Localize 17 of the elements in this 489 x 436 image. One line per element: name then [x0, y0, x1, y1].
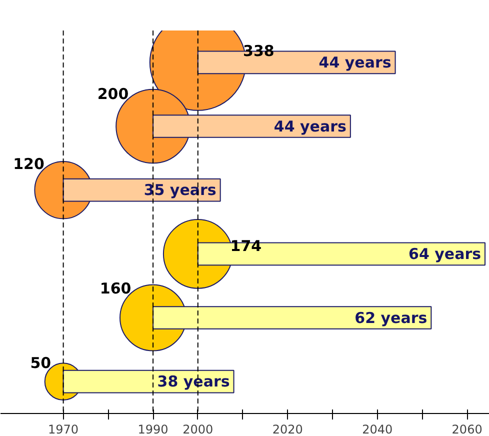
data-label: 62 years	[354, 308, 428, 327]
data-label: 64 years	[408, 244, 482, 263]
x-tick-label: 2000	[182, 422, 214, 436]
x-tick-label: 2040	[362, 422, 393, 436]
data-label: 44 years	[318, 53, 392, 72]
data-label: 50	[30, 354, 52, 372]
data-label: 160	[100, 280, 132, 298]
data-label: 35 years	[144, 181, 216, 200]
x-tick-label: 2060	[452, 422, 482, 436]
x-tick-label: 1970	[48, 422, 79, 436]
x-tick-label: 1990	[138, 422, 168, 436]
data-label: 200	[97, 85, 129, 104]
data-label: 44 years	[274, 117, 346, 136]
x-tick-label: 2020	[272, 422, 303, 436]
data-label: 38 years	[157, 372, 230, 391]
data-label: 174	[230, 237, 262, 256]
data-label: 120	[13, 155, 44, 174]
